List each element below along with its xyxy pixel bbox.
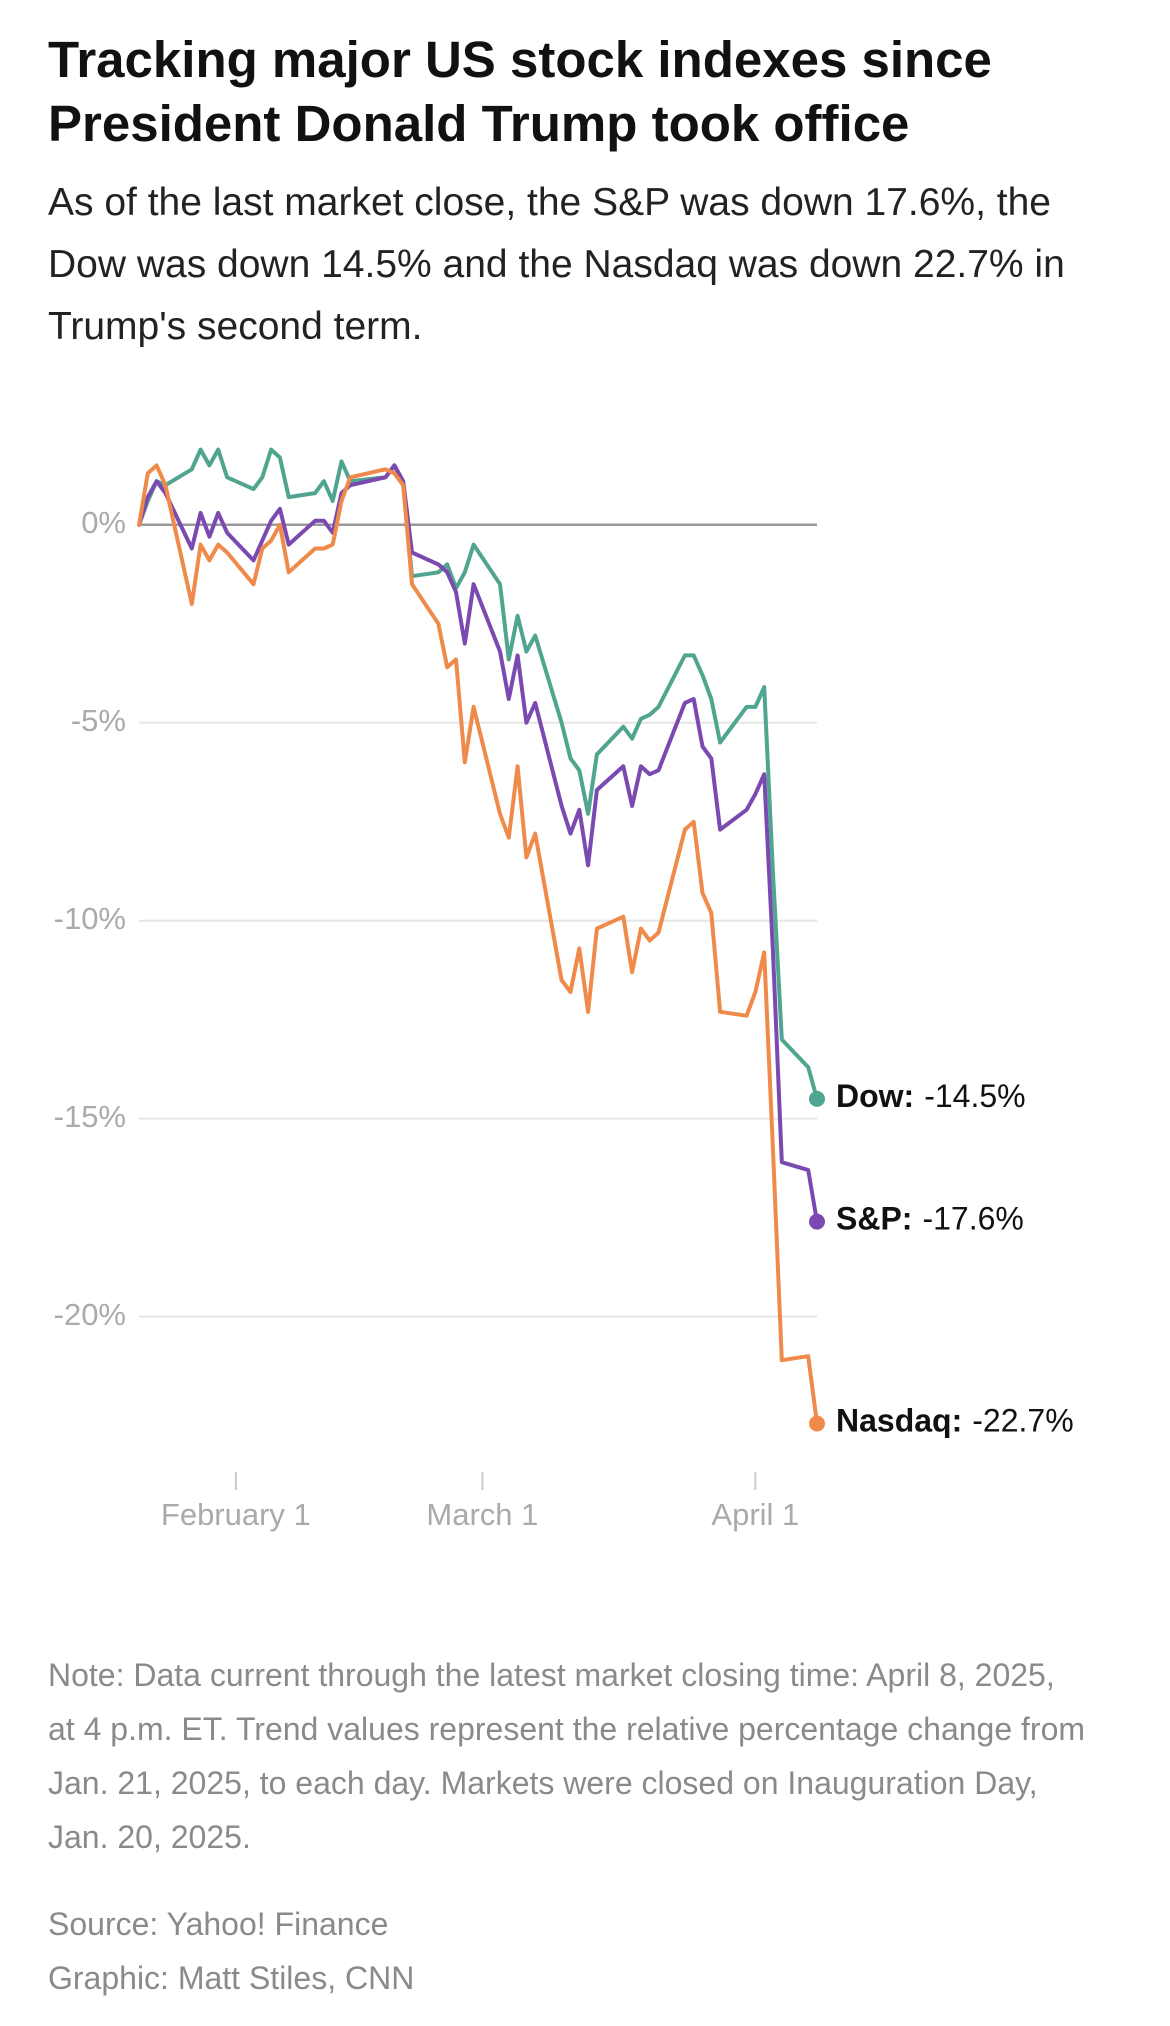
source: Source: Yahoo! Finance: [48, 1906, 389, 1942]
end-label: S&P: -17.6%: [836, 1201, 1024, 1237]
series-line: [137, 463, 819, 1426]
value-label: -17.6%: [922, 1201, 1023, 1237]
series-name: S&P:: [836, 1201, 912, 1237]
credit: Graphic: Matt Stiles, CNN: [48, 1960, 415, 1996]
series-name: Nasdaq:: [836, 1403, 962, 1439]
y-tick-label: -10%: [54, 901, 126, 936]
x-tick-label: March 1: [426, 1497, 538, 1532]
y-tick-label: -15%: [54, 1099, 126, 1134]
y-tick-label: -20%: [54, 1297, 126, 1332]
end-point: [809, 1090, 825, 1107]
value-label: -22.7%: [972, 1403, 1073, 1439]
end-point: [809, 1415, 825, 1432]
note: Note: Data current through the latest ma…: [48, 1657, 1086, 1855]
value-label: -14.5%: [924, 1078, 1025, 1114]
series-line: [137, 463, 819, 1224]
y-tick-label: 0%: [81, 505, 126, 540]
end-label: Dow: -14.5%: [836, 1078, 1026, 1114]
series-line: [137, 447, 819, 1101]
chart: 0% -5% -10% -15% -20% February 1 March 1 April …: [54, 447, 1074, 1532]
x-tick-label: April 1: [711, 1497, 799, 1532]
chart-subtitle: As of the last market close, the S&P was…: [48, 181, 1065, 348]
end-point: [809, 1213, 825, 1230]
chart-title: Tracking major US stock indexes since Pr…: [48, 31, 992, 152]
y-tick-label: -5%: [71, 703, 126, 738]
end-label: Nasdaq: -22.7%: [836, 1403, 1074, 1439]
series-name: Dow:: [836, 1078, 914, 1114]
x-tick-label: February 1: [161, 1497, 311, 1532]
